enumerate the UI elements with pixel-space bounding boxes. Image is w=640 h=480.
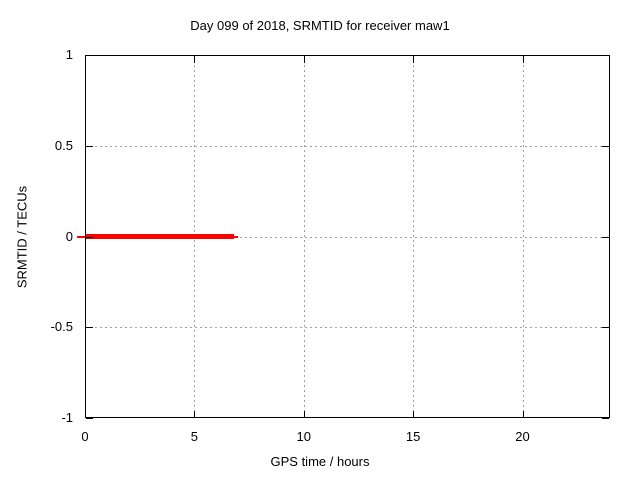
- x-tick-mark: [194, 411, 196, 418]
- y-tick-label: -1: [61, 410, 73, 425]
- x-tick-label: 5: [190, 429, 198, 444]
- y-tick-label: 0.5: [54, 137, 73, 153]
- x-tick-label: 10: [296, 429, 311, 444]
- chart-title: Day 099 of 2018, SRMTID for receiver maw…: [190, 18, 450, 33]
- x-tick-mark-top: [194, 56, 196, 63]
- y-tick-mark: [86, 418, 93, 419]
- y-tick-mark-right: [602, 418, 609, 419]
- gridline-horizontal: [85, 145, 610, 147]
- x-tick-label: 20: [515, 429, 530, 444]
- x-tick-mark-top: [413, 56, 415, 63]
- y-tick-mark: [86, 145, 93, 147]
- series-srmtid-line: [85, 234, 234, 239]
- y-tick-mark-right: [602, 327, 609, 329]
- y-tick-label: -0.5: [50, 319, 73, 335]
- x-axis-label: GPS time / hours: [270, 454, 370, 469]
- x-tick-mark-top: [303, 56, 305, 63]
- x-tick-mark: [85, 411, 86, 418]
- y-tick-mark-right: [602, 55, 609, 56]
- x-tick-mark: [303, 411, 305, 418]
- x-tick-label: 0: [81, 429, 89, 444]
- x-tick-mark-top: [522, 56, 524, 63]
- y-tick-mark-right: [602, 145, 609, 147]
- y-tick-mark: [86, 236, 93, 238]
- y-tick-mark: [86, 55, 93, 56]
- x-tick-label: 15: [405, 429, 421, 444]
- y-tick-label: 1: [65, 47, 73, 62]
- x-tick-mark: [413, 411, 415, 418]
- y-tick-label: 0: [65, 228, 73, 244]
- gridline-horizontal: [85, 327, 610, 329]
- gridline-horizontal: [85, 236, 610, 238]
- y-tick-mark: [86, 327, 93, 329]
- x-tick-mark: [522, 411, 524, 418]
- x-tick-mark-top: [85, 56, 86, 63]
- y-tick-mark-right: [602, 236, 609, 238]
